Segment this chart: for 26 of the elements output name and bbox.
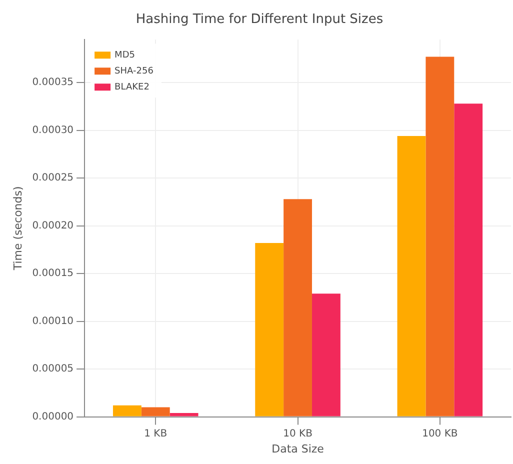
bar xyxy=(112,405,142,416)
x-tick-label: 1 KB xyxy=(144,428,168,440)
bar xyxy=(454,104,483,416)
legend-label: MD5 xyxy=(114,50,135,60)
y-tick-label: 0.00020 xyxy=(32,220,74,232)
x-axis-title: Data Size xyxy=(272,442,324,456)
bar xyxy=(255,243,284,416)
y-axis-title: Time (seconds) xyxy=(11,186,24,272)
legend-label: BLAKE2 xyxy=(114,82,150,92)
y-tick-label: 0.00010 xyxy=(32,316,74,327)
y-tick-label: 0.00025 xyxy=(32,172,74,184)
x-tick-label: 100 KB xyxy=(422,428,458,440)
bar xyxy=(170,412,198,416)
y-tick-label: 0.00030 xyxy=(32,124,74,136)
bar xyxy=(426,56,454,416)
y-tick-label: 0.00005 xyxy=(32,364,74,375)
y-tick-label: 0.00015 xyxy=(32,268,74,280)
x-tick-label: 10 KB xyxy=(283,428,313,440)
legend-label: SHA-256 xyxy=(114,66,154,76)
y-tick-label: 0.00035 xyxy=(32,77,74,88)
bar xyxy=(312,294,340,416)
y-tick-label: 0.00000 xyxy=(32,411,74,422)
chart-title: Hashing Time for Different Input Sizes xyxy=(136,12,384,28)
bar xyxy=(141,407,170,416)
bar xyxy=(397,136,426,416)
bar xyxy=(284,199,312,416)
